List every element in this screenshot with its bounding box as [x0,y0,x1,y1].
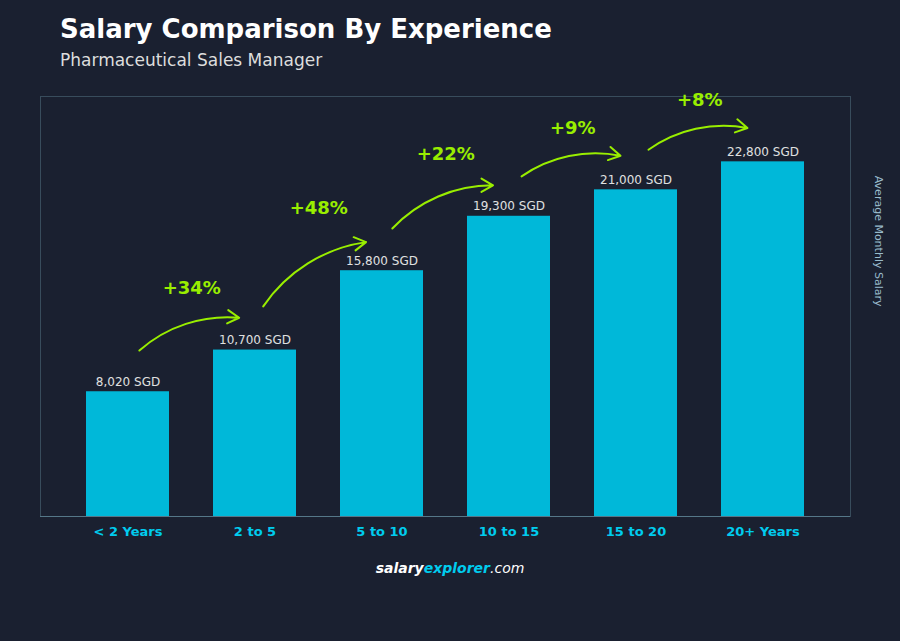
svg-text:+22%: +22% [417,143,475,164]
svg-text:15,800 SGD: 15,800 SGD [346,254,418,268]
svg-text:< 2 Years: < 2 Years [94,524,163,539]
svg-text:22,800 SGD: 22,800 SGD [727,145,799,159]
svg-text:+48%: +48% [290,197,348,218]
svg-text:15 to 20: 15 to 20 [606,524,666,539]
svg-text:21,000 SGD: 21,000 SGD [600,173,672,187]
svg-text:Average Monthly Salary: Average Monthly Salary [872,176,885,307]
svg-text:+34%: +34% [163,277,221,298]
svg-text:2 to 5: 2 to 5 [234,524,276,539]
svg-text:20+ Years: 20+ Years [726,524,800,539]
svg-text:+9%: +9% [550,117,596,138]
html-text:Salary Comparison By Experienc: Salary Comparison By Experience [60,14,552,44]
html-text:salary explorer.com: salary explorer.com [375,560,525,576]
svg-text:10 to 15: 10 to 15 [479,524,539,539]
svg-text:5 to 10: 5 to 10 [356,524,407,539]
svg-text:8,020 SGD: 8,020 SGD [96,375,160,389]
svg-text:+8%: +8% [677,89,723,110]
svg-text:10,700 SGD: 10,700 SGD [219,333,291,347]
svg-text:19,300 SGD: 19,300 SGD [473,199,545,213]
html-text:Pharmaceutical Sales Manager: Pharmaceutical Sales Manager [60,50,323,70]
